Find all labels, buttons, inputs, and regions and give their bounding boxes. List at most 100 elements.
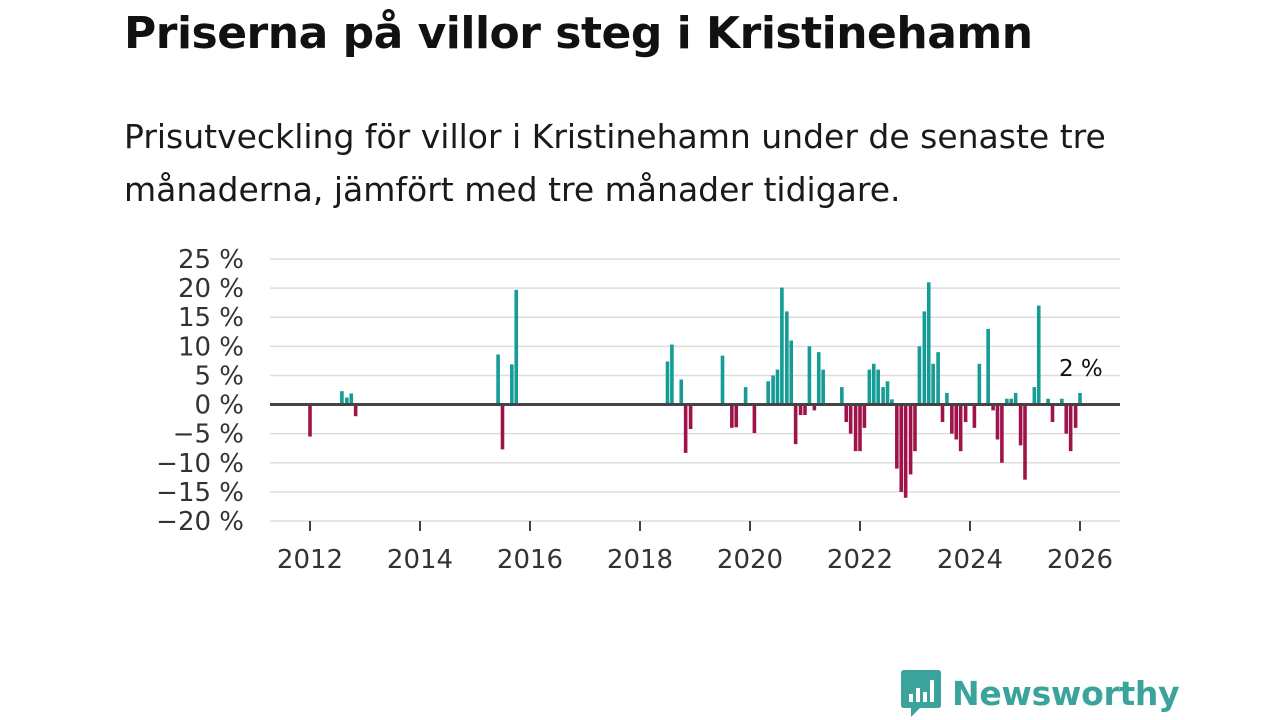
bar — [871, 363, 876, 405]
brand-name: Newsworthy — [952, 673, 1180, 713]
bar — [683, 404, 688, 453]
bar — [1068, 404, 1073, 452]
bar — [881, 387, 885, 405]
bar — [1050, 404, 1055, 423]
bar — [688, 404, 693, 430]
bar — [844, 404, 849, 423]
bar — [885, 381, 890, 405]
x-axis-ticks: 2012 2014 2016 2018 2020 2022 2024 2026 — [277, 521, 1113, 575]
x-tick-label: 2026 — [1047, 545, 1113, 575]
bar — [1005, 398, 1009, 405]
bar — [1023, 404, 1027, 480]
bar — [720, 355, 725, 405]
bar — [1046, 398, 1050, 405]
bar — [345, 397, 349, 405]
bar — [308, 404, 312, 437]
bar — [349, 393, 354, 405]
bar — [991, 404, 995, 411]
bar — [785, 311, 789, 405]
bar — [936, 352, 940, 405]
bar — [1073, 404, 1078, 428]
bar — [867, 369, 872, 405]
bar — [510, 364, 514, 405]
bar — [734, 404, 739, 428]
bar — [945, 392, 949, 405]
bar — [903, 404, 908, 498]
bar — [876, 369, 880, 405]
bar — [972, 404, 977, 428]
y-tick-label: −5 % — [173, 420, 244, 450]
bar — [840, 387, 844, 405]
y-tick-label: 20 % — [178, 274, 244, 304]
x-tick-label: 2020 — [717, 545, 783, 575]
bar — [821, 369, 825, 405]
bar — [986, 328, 990, 405]
newsworthy-logo-icon — [901, 670, 941, 717]
bar — [798, 404, 803, 416]
x-tick-label: 2018 — [607, 545, 673, 575]
bar — [496, 354, 500, 405]
bar — [670, 344, 674, 405]
bar — [1009, 398, 1014, 405]
bar — [1060, 398, 1064, 405]
y-axis-ticks: −20 %−15 %−10 %−5 %0 %5 %10 %15 %20 %25 … — [156, 245, 244, 537]
bar — [812, 404, 817, 411]
bar — [752, 404, 757, 434]
bar — [1032, 387, 1037, 405]
bar — [963, 404, 968, 423]
y-tick-label: 5 % — [194, 361, 244, 391]
annotations: 2 % — [1059, 356, 1103, 382]
bar — [848, 404, 853, 434]
x-tick-label: 2014 — [387, 545, 453, 575]
bar — [958, 404, 963, 452]
x-tick-label: 2012 — [277, 545, 343, 575]
x-tick-label: 2024 — [937, 545, 1003, 575]
bar — [679, 379, 684, 405]
x-tick-label: 2022 — [827, 545, 893, 575]
chart-subtitle: Prisutveckling för villor i Kristinehamn… — [124, 117, 1106, 209]
bar — [1064, 404, 1069, 434]
bar — [1078, 392, 1082, 405]
bar — [954, 404, 959, 440]
bar — [1036, 305, 1041, 405]
y-tick-label: −15 % — [156, 478, 244, 508]
bar — [977, 363, 982, 405]
bar — [917, 346, 922, 405]
y-tick-label: −10 % — [156, 449, 244, 479]
bar — [1000, 404, 1004, 463]
bar — [908, 404, 913, 475]
last-value-label: 2 % — [1059, 356, 1103, 382]
bar — [665, 361, 670, 405]
bar — [995, 404, 1000, 440]
bars — [308, 282, 1082, 498]
bar — [922, 311, 927, 405]
bar — [775, 369, 780, 405]
bar — [940, 404, 945, 423]
bar — [514, 289, 519, 405]
bar — [353, 404, 358, 417]
newsworthy-logo: Newsworthy — [900, 668, 1180, 718]
y-tick-label: 10 % — [178, 332, 244, 362]
chart-title: Priserna på villor steg i Kristinehamn — [124, 8, 1033, 59]
bar — [771, 375, 775, 405]
bar — [890, 399, 894, 405]
bar — [793, 404, 798, 445]
bar — [780, 287, 784, 405]
bar — [1018, 404, 1023, 446]
y-tick-label: 0 % — [194, 391, 244, 421]
y-tick-label: 25 % — [178, 245, 244, 275]
bar — [862, 404, 867, 428]
y-tick-label: 15 % — [178, 303, 244, 333]
bar — [816, 352, 821, 405]
bar — [950, 404, 954, 434]
bar — [926, 282, 931, 405]
bar — [340, 391, 344, 405]
bar — [500, 404, 505, 450]
bar — [730, 404, 734, 428]
bar — [766, 381, 770, 405]
y-tick-label: −20 % — [156, 507, 244, 537]
bar — [895, 404, 899, 469]
bar — [858, 404, 862, 452]
bar — [803, 404, 807, 416]
